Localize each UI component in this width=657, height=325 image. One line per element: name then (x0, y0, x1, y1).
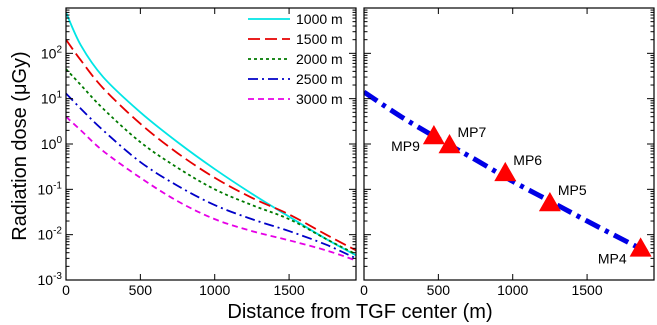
y-tick-label: 102 (41, 44, 63, 61)
left-frame (65, 7, 357, 281)
series-line-2000-m (66, 68, 356, 256)
marker-MP6 (494, 161, 517, 182)
left-axis-ticks: 0 500 1000 1500 10-3 10-2 10-1 100 101 102 (38, 7, 356, 298)
right-panel: 0 500 1000 1500 MP9 MP7 MP6 MP5 MP4 (360, 7, 655, 298)
legend-label: 2000 m (296, 51, 343, 67)
y-tick-label: 101 (41, 90, 63, 107)
left-plot-area (66, 12, 356, 262)
x-tick-label: 0 (62, 282, 70, 298)
marker-label-MP5: MP5 (558, 182, 587, 198)
marker-MP5 (538, 191, 561, 212)
legend-label: 1500 m (296, 31, 343, 47)
y-tick-label: 10-1 (38, 180, 63, 197)
y-tick-label: 10-2 (38, 226, 63, 243)
y-tick-label: 10-3 (38, 271, 63, 288)
measurement-points: MP9 MP7 MP6 MP5 MP4 (391, 124, 652, 266)
marker-label-MP4: MP4 (598, 250, 627, 266)
left-panel: 1000 m 1500 m 2000 m 2500 m 3000 m 0 500 1000 1… (9, 7, 357, 298)
series-line-1000-m (66, 12, 356, 257)
series-line-2500-m (66, 92, 356, 260)
x-tick-label: 1000 (199, 282, 230, 298)
x-tick-label: 0 (360, 282, 368, 298)
x-tick-label: 500 (129, 282, 153, 298)
fit-line (364, 89, 648, 254)
legend: 1000 m 1500 m 2000 m 2500 m 3000 m (248, 11, 343, 107)
x-tick-label: 500 (427, 282, 451, 298)
marker-MP9 (422, 125, 445, 145)
marker-MP4 (629, 237, 652, 257)
legend-label: 1000 m (296, 11, 343, 27)
x-axis-label: Distance from TGF center (m) (227, 301, 492, 323)
marker-MP7 (438, 134, 461, 154)
x-tick-label: 1000 (497, 282, 528, 298)
series-line-3000-m (66, 116, 356, 262)
right-plot-area (364, 89, 648, 254)
y-tick-label: 100 (41, 135, 63, 152)
x-tick-label: 1500 (571, 282, 602, 298)
legend-label: 3000 m (296, 91, 343, 107)
right-axis-ticks: 0 500 1000 1500 (360, 7, 654, 298)
y-axis-label: Radiation dose (μGy) (9, 51, 31, 240)
marker-label-MP6: MP6 (513, 152, 542, 168)
legend-label: 2500 m (296, 71, 343, 87)
series-line-1500-m (66, 39, 356, 252)
x-tick-label: 1500 (273, 282, 304, 298)
marker-label-MP7: MP7 (458, 124, 487, 140)
marker-label-MP9: MP9 (391, 138, 420, 154)
